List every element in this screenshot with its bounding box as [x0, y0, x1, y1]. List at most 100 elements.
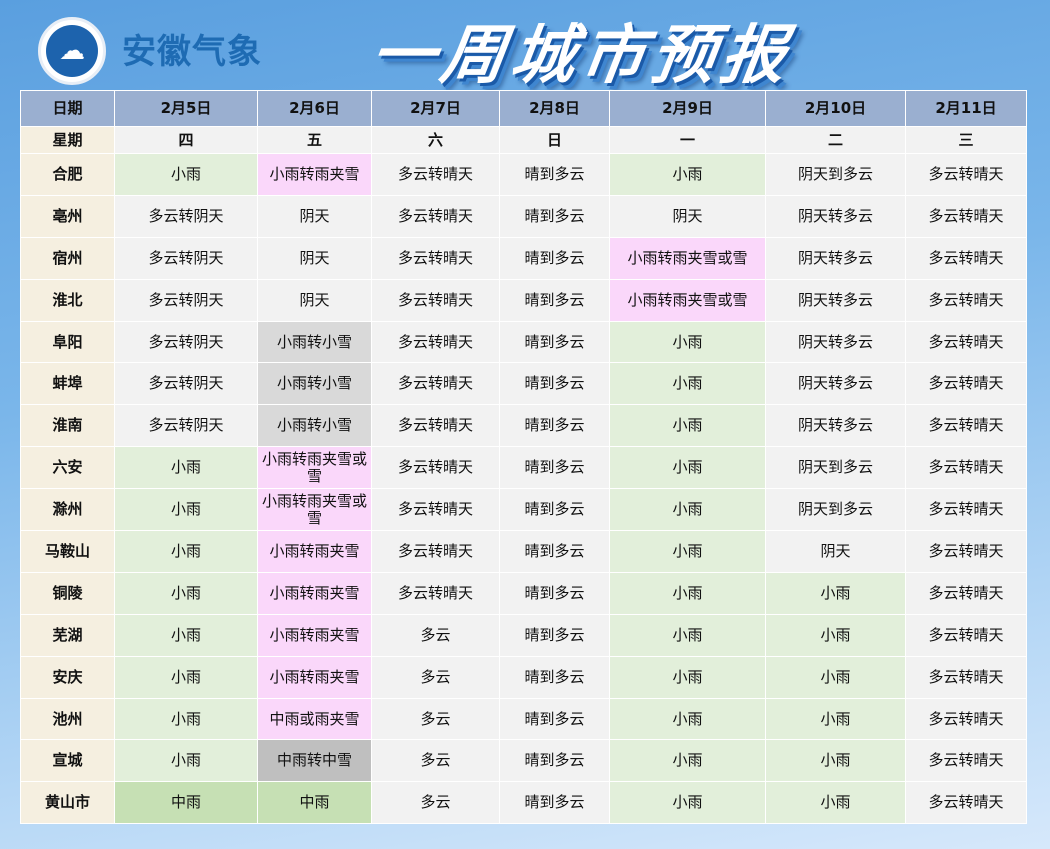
forecast-cell: 阴天	[765, 530, 906, 573]
weekday-header-label: 星期	[20, 126, 115, 154]
meteorological-bureau-logo: ☁	[38, 17, 106, 85]
city-name: 合肥	[20, 153, 115, 196]
city-name: 蚌埠	[20, 362, 115, 406]
forecast-cell: 小雨	[609, 613, 766, 657]
forecast-cell: 阴天转多云	[765, 236, 906, 280]
date-column-header: 2月8日	[499, 90, 610, 127]
forecast-cell: 小雨转小雪	[257, 320, 372, 364]
forecast-cell: 小雨转雨夹雪	[257, 530, 372, 573]
forecast-cell: 阴天	[257, 194, 372, 238]
forecast-cell: 小雨转雨夹雪或雪	[257, 446, 372, 490]
forecast-cell: 多云转晴天	[371, 446, 500, 490]
date-column-header: 2月9日	[609, 90, 766, 127]
forecast-cell: 多云转晴天	[905, 278, 1027, 322]
forecast-cell: 小雨	[609, 697, 766, 741]
forecast-cell: 小雨	[114, 153, 258, 196]
table-row: 宿州 多云转阴天 阴天 多云转晴天 晴到多云 小雨转雨夹雪或雪 阴天转多云 多云转晴天	[20, 236, 1027, 280]
forecast-cell: 阴天转多云	[765, 362, 906, 406]
forecast-cell: 中雨或雨夹雪	[257, 697, 372, 741]
forecast-cell: 阴天转多云	[765, 194, 906, 238]
forecast-cell: 小雨	[609, 362, 766, 406]
forecast-cell: 多云转阴天	[114, 404, 258, 448]
forecast-cell: 多云转阴天	[114, 194, 258, 238]
forecast-cell: 阴天	[257, 236, 372, 280]
city-name: 滁州	[20, 488, 115, 532]
forecast-cell: 小雨	[609, 781, 766, 825]
forecast-cell: 阴天转多云	[765, 404, 906, 448]
table-row: 芜湖 小雨 小雨转雨夹雪 多云 晴到多云 小雨 小雨 多云转晴天	[20, 613, 1027, 657]
city-name: 六安	[20, 446, 115, 490]
forecast-cell: 多云转晴天	[905, 488, 1027, 532]
city-name: 淮南	[20, 404, 115, 448]
forecast-cell: 小雨	[609, 446, 766, 490]
forecast-cell: 小雨	[609, 655, 766, 699]
forecast-cell: 小雨转小雪	[257, 362, 372, 406]
forecast-cell: 阴天到多云	[765, 488, 906, 532]
table-row: 蚌埠 多云转阴天 小雨转小雪 多云转晴天 晴到多云 小雨 阴天转多云 多云转晴天	[20, 362, 1027, 406]
date-column-header: 2月11日	[905, 90, 1027, 127]
forecast-cell: 多云转晴天	[905, 781, 1027, 825]
table-row: 阜阳 多云转阴天 小雨转小雪 多云转晴天 晴到多云 小雨 阴天转多云 多云转晴天	[20, 320, 1027, 364]
table-row: 安庆 小雨 小雨转雨夹雪 多云 晴到多云 小雨 小雨 多云转晴天	[20, 655, 1027, 699]
forecast-cell: 晴到多云	[499, 613, 610, 657]
forecast-cell: 多云转晴天	[905, 571, 1027, 615]
forecast-cell: 多云转晴天	[905, 655, 1027, 699]
weekday-cell: 四	[114, 126, 258, 154]
forecast-cell: 小雨	[609, 571, 766, 615]
date-column-header: 2月10日	[765, 90, 906, 127]
forecast-cell: 中雨	[257, 781, 372, 825]
forecast-cell: 晴到多云	[499, 739, 610, 783]
forecast-cell: 小雨	[765, 655, 906, 699]
forecast-cell: 中雨转中雪	[257, 739, 372, 783]
weekday-cell: 二	[765, 126, 906, 154]
forecast-cell: 小雨	[765, 781, 906, 825]
table-row: 合肥 小雨 小雨转雨夹雪 多云转晴天 晴到多云 小雨 阴天到多云 多云转晴天	[20, 153, 1027, 196]
forecast-cell: 多云转晴天	[371, 571, 500, 615]
forecast-cell: 小雨	[765, 613, 906, 657]
forecast-cell: 多云转晴天	[905, 153, 1027, 196]
forecast-cell: 晴到多云	[499, 153, 610, 196]
forecast-cell: 阴天到多云	[765, 153, 906, 196]
forecast-cell: 小雨	[114, 488, 258, 532]
forecast-cell: 晴到多云	[499, 571, 610, 615]
forecast-table: 日期 2月5日 2月6日 2月7日 2月8日 2月9日 2月10日 2月11日 星期四五六日一…	[20, 90, 1027, 825]
forecast-cell: 多云转阴天	[114, 362, 258, 406]
forecast-cell: 阴天转多云	[765, 278, 906, 322]
weekday-cell: 一	[609, 126, 766, 154]
date-column-header: 2月7日	[371, 90, 500, 127]
table-row: 马鞍山 小雨 小雨转雨夹雪 多云转晴天 晴到多云 小雨 阴天 多云转晴天	[20, 530, 1027, 573]
forecast-cell: 小雨	[609, 153, 766, 196]
city-name: 宣城	[20, 739, 115, 783]
forecast-cell: 晴到多云	[499, 781, 610, 825]
forecast-cell: 小雨转雨夹雪	[257, 655, 372, 699]
city-name: 黄山市	[20, 781, 115, 825]
forecast-cell: 小雨转雨夹雪	[257, 571, 372, 615]
forecast-cell: 阴天	[609, 194, 766, 238]
forecast-cell: 小雨	[114, 697, 258, 741]
weekday-cell: 六	[371, 126, 500, 154]
forecast-cell: 小雨	[114, 571, 258, 615]
forecast-cell: 多云转晴天	[905, 404, 1027, 448]
forecast-cell: 多云转阴天	[114, 320, 258, 364]
forecast-cell: 阴天到多云	[765, 446, 906, 490]
weekday-cell: 日	[499, 126, 610, 154]
page-title: 一周城市预报	[365, 19, 797, 93]
forecast-cell: 小雨	[114, 613, 258, 657]
weekday-cell: 三	[905, 126, 1027, 154]
forecast-cell: 多云转晴天	[905, 530, 1027, 573]
forecast-cell: 多云	[371, 739, 500, 783]
city-name: 淮北	[20, 278, 115, 322]
forecast-cell: 晴到多云	[499, 278, 610, 322]
table-row: 六安 小雨 小雨转雨夹雪或雪 多云转晴天 晴到多云 小雨 阴天到多云 多云转晴天	[20, 446, 1027, 490]
table-row: 宣城 小雨 中雨转中雪 多云 晴到多云 小雨 小雨 多云转晴天	[20, 739, 1027, 783]
forecast-cell: 多云转晴天	[905, 739, 1027, 783]
cloud-swirl-icon: ☁	[46, 25, 98, 77]
table-row: 池州 小雨 中雨或雨夹雪 多云 晴到多云 小雨 小雨 多云转晴天	[20, 697, 1027, 741]
table-row: 黄山市 中雨 中雨 多云 晴到多云 小雨 小雨 多云转晴天	[20, 781, 1027, 825]
forecast-cell: 小雨	[609, 530, 766, 573]
city-name: 芜湖	[20, 613, 115, 657]
date-column-header: 2月5日	[114, 90, 258, 127]
forecast-cell: 多云转晴天	[371, 236, 500, 280]
city-name: 宿州	[20, 236, 115, 280]
forecast-cell: 晴到多云	[499, 362, 610, 406]
